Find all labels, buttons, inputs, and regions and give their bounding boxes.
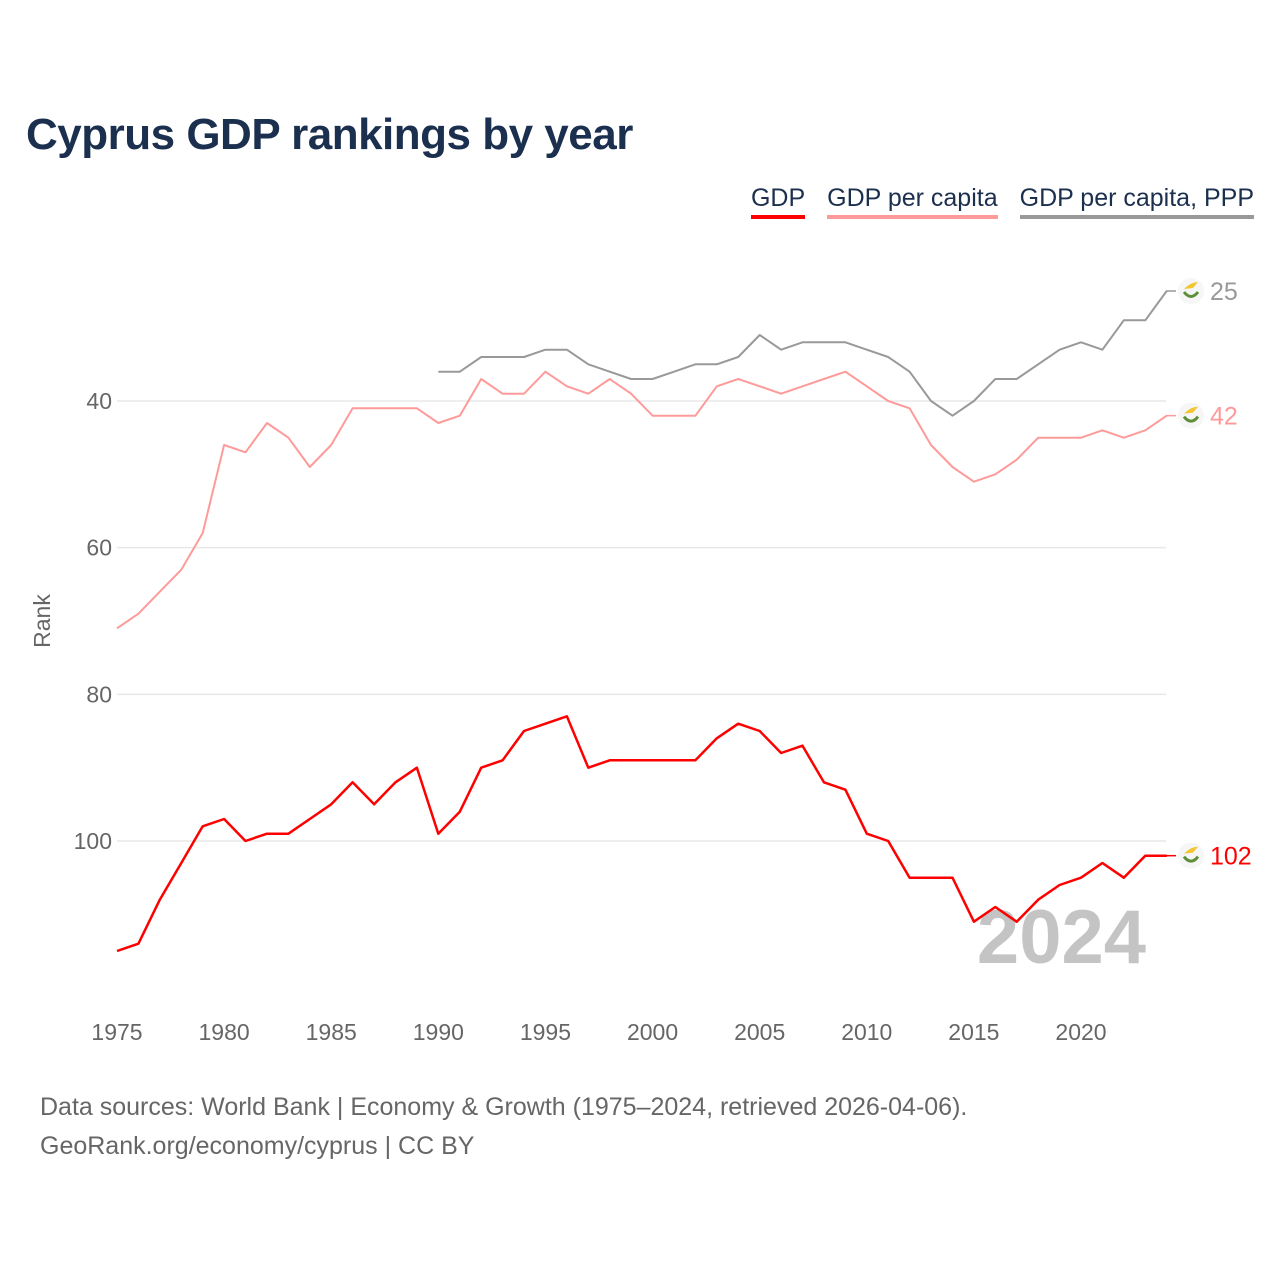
- x-tick-label: 2015: [948, 1019, 999, 1045]
- end-value-label: 102: [1210, 843, 1252, 871]
- x-tick-label: 1995: [520, 1019, 571, 1045]
- cyprus-flag-icon: [1178, 402, 1204, 429]
- chart-title: Cyprus GDP rankings by year: [26, 110, 633, 159]
- y-tick-label: 40: [86, 388, 112, 414]
- legend-item-gdp[interactable]: GDP: [750, 184, 806, 219]
- x-tick-label: 2020: [1055, 1019, 1106, 1045]
- x-tick-label: 1990: [413, 1019, 464, 1045]
- source-line-2[interactable]: GeoRank.org/economy/cyprus | CC BY: [40, 1132, 475, 1160]
- legend-item-gdp-per-capita[interactable]: GDP per capita: [827, 184, 998, 219]
- x-tick-label: 2010: [841, 1019, 892, 1045]
- cyprus-flag-icon: [1178, 277, 1204, 304]
- y-tick-label: 80: [86, 681, 112, 707]
- x-tick-label: 1980: [199, 1019, 250, 1045]
- source-line-1: Data sources: World Bank | Economy & Gro…: [40, 1093, 968, 1121]
- series-line-gdp: [116, 715, 1167, 953]
- end-value-label: 42: [1210, 403, 1238, 431]
- x-tick-label: 2000: [627, 1019, 678, 1045]
- series-line-gdp-per-capita: [116, 370, 1168, 630]
- year-watermark: 2024: [977, 895, 1146, 980]
- end-value-label: 25: [1210, 278, 1238, 306]
- y-tick-label: 60: [86, 535, 112, 561]
- legend: GDP GDP per capita GDP per capita, PPP: [750, 184, 1254, 219]
- cyprus-flag-icon: [1178, 842, 1204, 869]
- y-axis-label: Rank: [29, 594, 55, 648]
- x-tick-label: 2005: [734, 1019, 785, 1045]
- legend-item-gdp-per-capita-ppp[interactable]: GDP per capita, PPP: [1019, 184, 1254, 219]
- x-tick-label: 1975: [91, 1019, 142, 1045]
- source-note: Data sources: World Bank | Economy & Gro…: [40, 1088, 967, 1166]
- x-tick-label: 1985: [306, 1019, 357, 1045]
- series-line-gdp-per-capita-ppp: [438, 290, 1168, 417]
- y-tick-label: 100: [74, 828, 112, 854]
